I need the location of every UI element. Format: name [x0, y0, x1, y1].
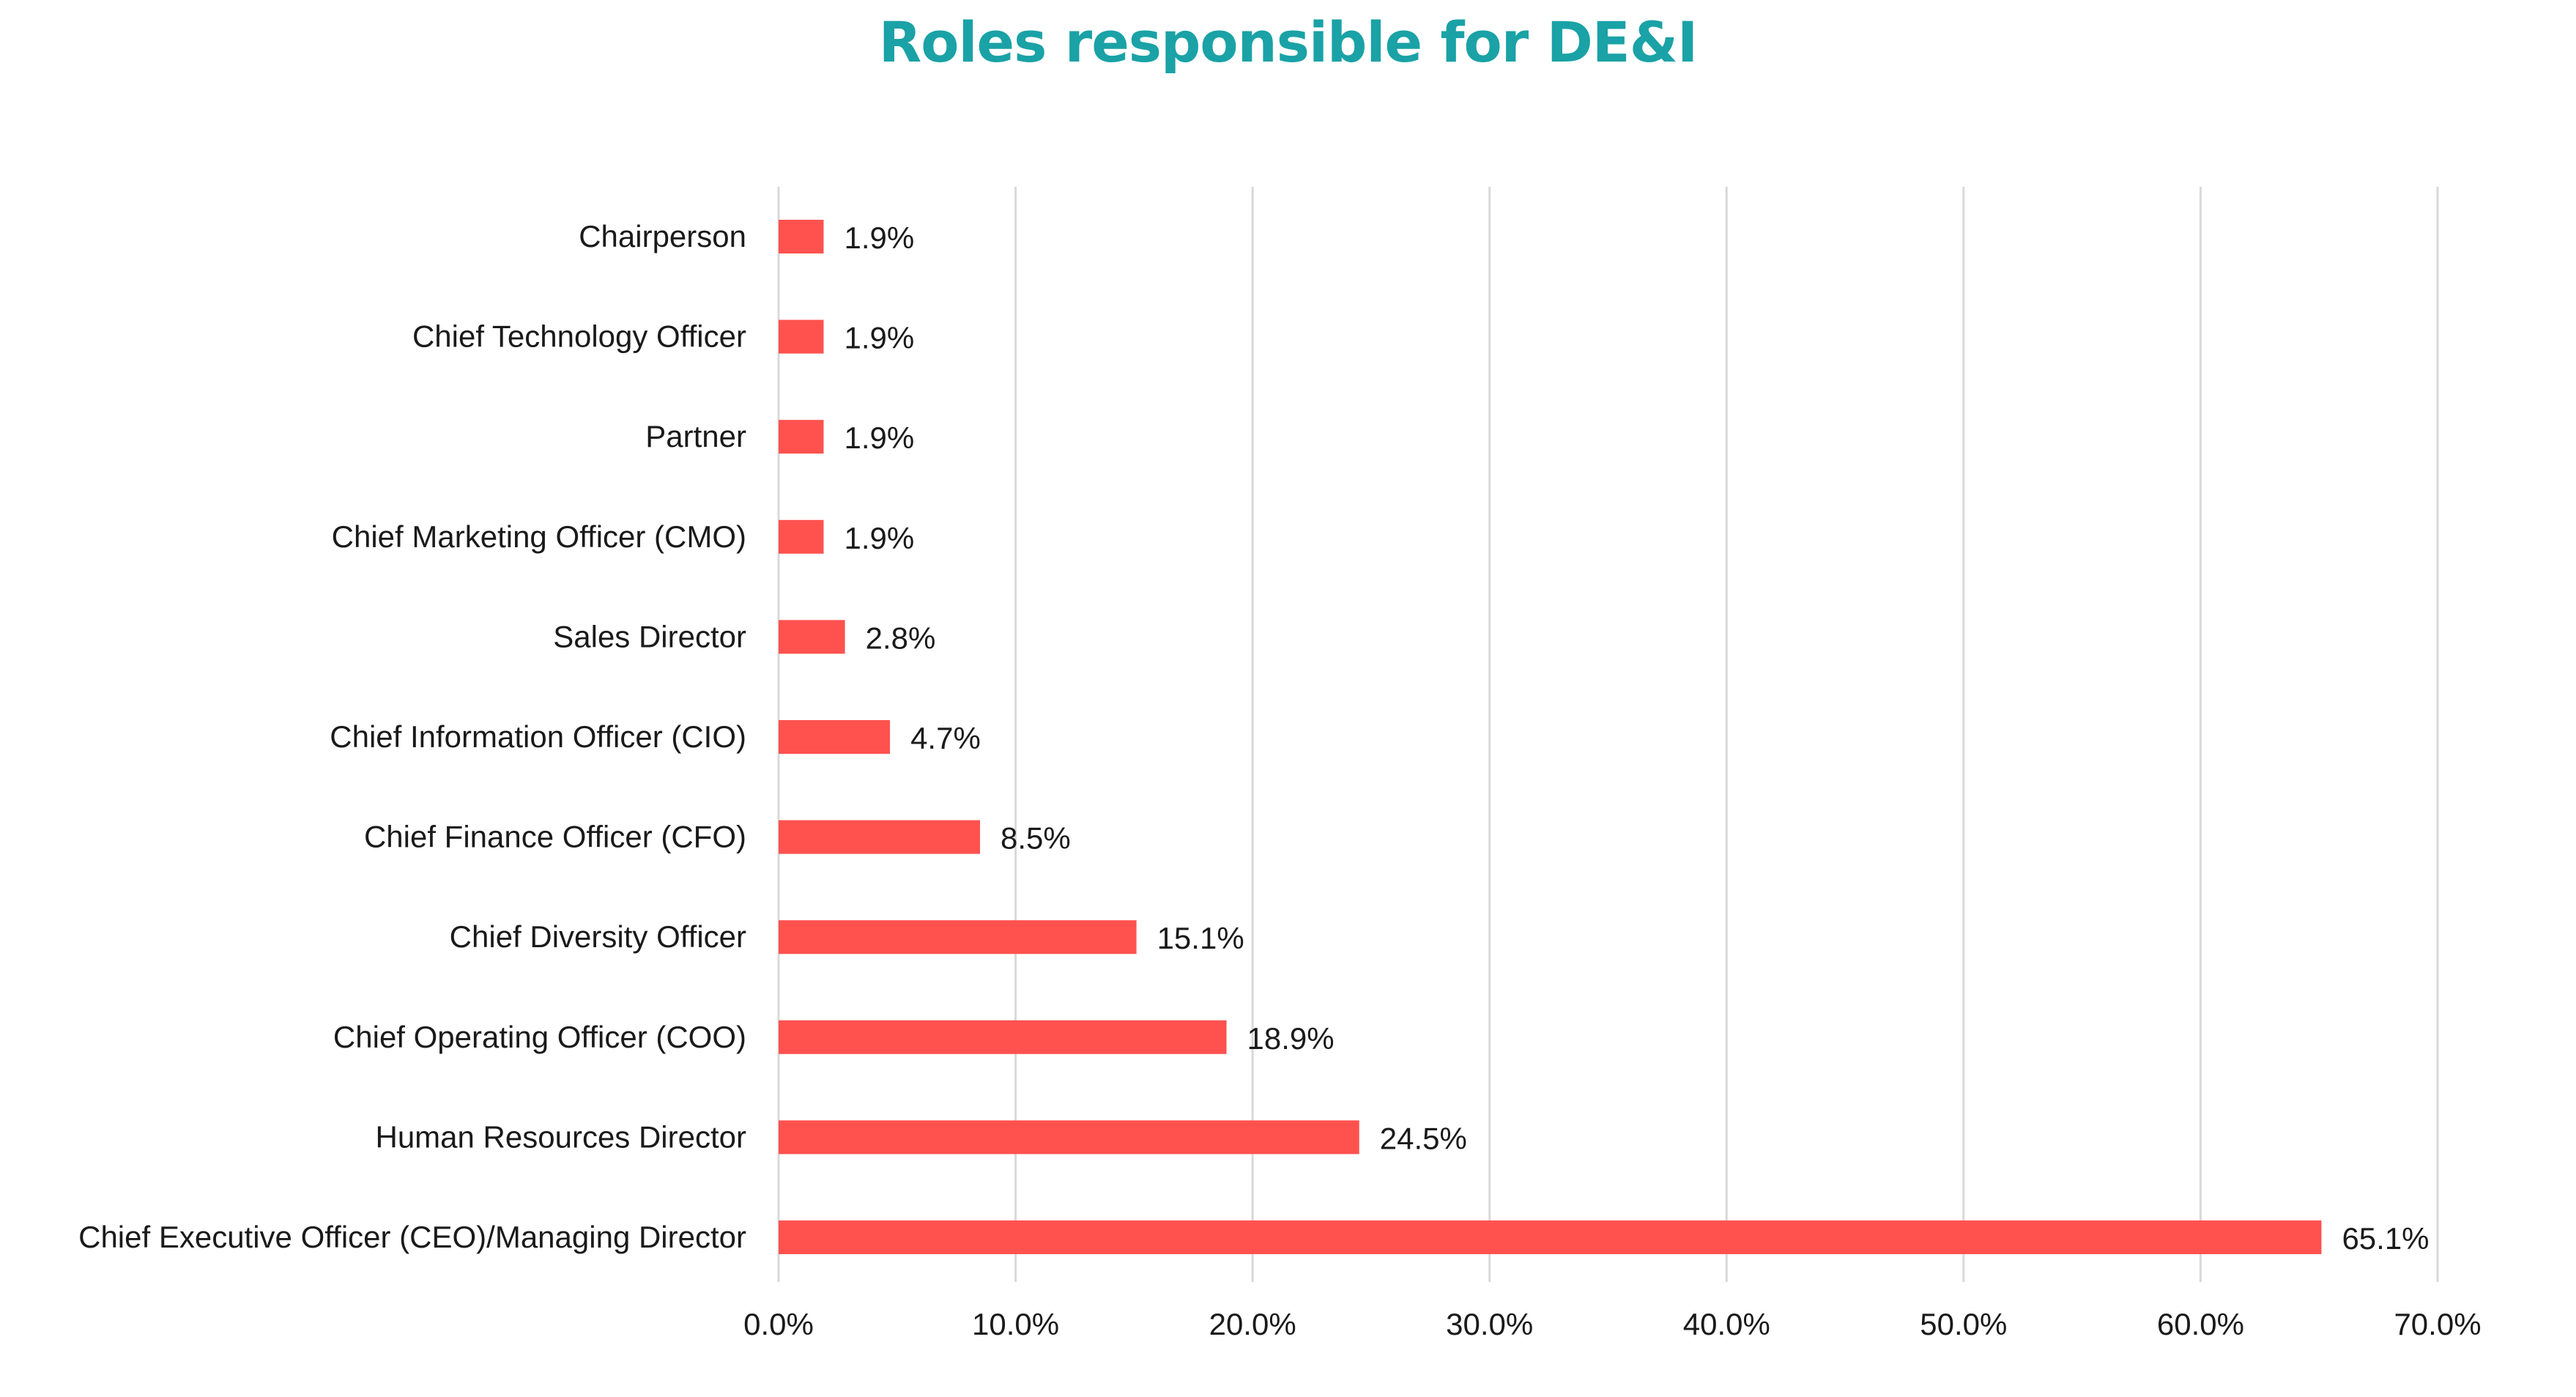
bar: [779, 820, 981, 854]
category-label: Chief Executive Officer (CEO)/Managing D…: [78, 1220, 746, 1254]
value-label: 4.7%: [910, 721, 981, 755]
value-label: 65.1%: [2342, 1221, 2429, 1256]
value-labels: 1.9% 1.9% 1.9% 1.9% 2.8% 4.7% 8.5% 15.1% 18.9% 24…: [844, 221, 2429, 1256]
category-label: Chief Marketing Officer (CMO): [332, 519, 746, 554]
category-label: Chief Finance Officer (CFO): [364, 820, 746, 854]
bar: [779, 319, 824, 354]
x-tick-label: 30.0%: [1446, 1307, 1533, 1341]
bar: [779, 1220, 2322, 1254]
category-label: Sales Director: [553, 619, 746, 653]
bar: [779, 1020, 1227, 1054]
value-label: 18.9%: [1247, 1021, 1335, 1056]
bar: [779, 519, 824, 554]
bar: [779, 1120, 1359, 1155]
bar: [779, 920, 1137, 955]
chart-title: Roles responsible for DE&I: [878, 10, 1699, 75]
bar: [779, 420, 824, 454]
x-tick-label: 70.0%: [2394, 1307, 2481, 1341]
category-label: Chairperson: [579, 219, 746, 253]
value-label: 1.9%: [844, 521, 914, 555]
value-label: 1.9%: [844, 420, 914, 455]
bars: [779, 220, 2322, 1254]
x-tick-label: 0.0%: [743, 1307, 814, 1341]
x-tick-label: 60.0%: [2157, 1307, 2244, 1341]
bar: [779, 720, 891, 754]
value-label: 1.9%: [844, 321, 914, 355]
category-label: Chief Operating Officer (COO): [333, 1020, 746, 1054]
x-tick-label: 20.0%: [1209, 1307, 1296, 1341]
bar: [779, 620, 845, 654]
value-label: 8.5%: [1001, 821, 1071, 856]
x-tick-label: 10.0%: [972, 1307, 1059, 1341]
category-label: Chief Technology Officer: [412, 319, 746, 354]
category-labels: Chairperson Chief Technology Officer Partn…: [78, 219, 746, 1254]
x-tick-label: 50.0%: [1920, 1307, 2007, 1341]
bar: [779, 220, 824, 253]
category-label: Chief Diversity Officer: [450, 919, 746, 954]
x-tick-label: 40.0%: [1683, 1307, 1770, 1341]
grid-lines: [777, 187, 2439, 1282]
value-label: 1.9%: [844, 221, 914, 255]
value-label: 24.5%: [1380, 1121, 1467, 1155]
category-label: Chief Information Officer (CIO): [330, 719, 746, 754]
category-label: Partner: [645, 419, 746, 453]
x-axis-ticks: 0.0% 10.0% 20.0% 30.0% 40.0% 50.0% 60.0% 70.0%: [743, 1307, 2481, 1341]
value-label: 2.8%: [866, 620, 936, 655]
category-label: Human Resources Director: [375, 1119, 746, 1154]
value-label: 15.1%: [1157, 921, 1244, 955]
